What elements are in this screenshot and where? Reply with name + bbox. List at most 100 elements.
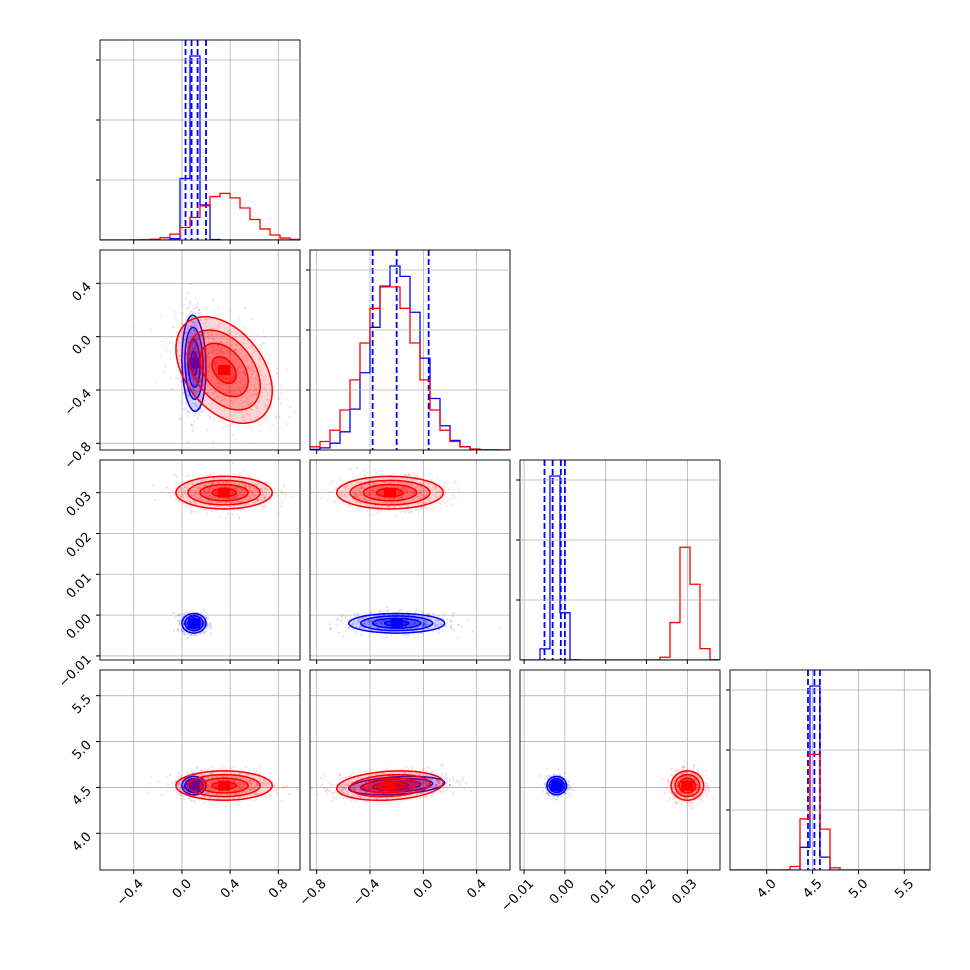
sample-point <box>360 486 363 489</box>
sample-point <box>379 487 382 490</box>
sample-point <box>381 623 384 626</box>
sample-point <box>239 493 243 496</box>
sample-point <box>346 626 349 629</box>
sample-point <box>356 505 359 509</box>
panel-1-1 <box>306 249 511 454</box>
sample-point <box>370 491 373 494</box>
sample-point <box>216 387 219 390</box>
sample-point <box>211 495 214 498</box>
sample-point <box>260 373 264 376</box>
sample-point <box>239 372 243 375</box>
sample-point <box>235 438 238 441</box>
panel-frame <box>309 249 511 451</box>
sample-point <box>241 356 244 359</box>
sample-point <box>227 380 230 383</box>
sample-point <box>407 512 410 515</box>
sample-point <box>257 415 260 418</box>
sample-point <box>205 347 208 350</box>
sample-point <box>408 473 411 477</box>
sample-point <box>220 501 223 504</box>
sample-point <box>251 490 255 493</box>
sample-point <box>405 509 409 513</box>
sample-point <box>222 427 225 430</box>
sample-point <box>387 506 391 509</box>
sample-point <box>211 337 214 340</box>
sample-point <box>205 478 208 481</box>
sample-point <box>175 462 178 465</box>
sample-point <box>182 304 185 307</box>
sample-point <box>391 497 394 501</box>
sample-point <box>245 357 248 360</box>
sample-point <box>237 348 240 351</box>
sample-point <box>357 495 360 498</box>
sample-point <box>190 508 193 512</box>
sample-point <box>427 483 431 486</box>
sample-point <box>365 491 368 494</box>
sample-point <box>426 622 429 625</box>
sample-point <box>189 301 192 304</box>
sample-point <box>197 387 200 390</box>
sample-point <box>196 355 200 358</box>
sample-point <box>257 401 261 404</box>
sample-point <box>234 496 237 499</box>
sample-point <box>199 381 202 384</box>
sample-point <box>219 382 223 386</box>
sample-point <box>402 496 405 499</box>
sample-point <box>407 633 410 636</box>
sample-point <box>263 403 266 406</box>
sample-point <box>369 492 372 495</box>
sample-point <box>420 485 423 488</box>
sample-point <box>457 636 460 640</box>
sample-point <box>164 365 167 368</box>
sample-point <box>267 361 270 364</box>
sample-point <box>248 495 251 498</box>
sample-point <box>191 378 195 381</box>
sample-point <box>230 359 233 363</box>
sample-point <box>224 377 227 380</box>
sample-point <box>181 494 184 497</box>
sample-point <box>232 481 236 484</box>
sample-point <box>197 337 201 340</box>
sample-point <box>214 362 217 366</box>
sample-point <box>215 361 219 364</box>
sample-point <box>192 388 195 391</box>
sample-point <box>246 366 250 370</box>
sample-point <box>439 622 442 625</box>
sample-point <box>206 482 210 485</box>
sample-point <box>244 503 247 506</box>
sample-point <box>406 611 409 614</box>
sample-point <box>410 619 413 623</box>
sample-point <box>405 490 409 493</box>
sample-point <box>392 497 395 500</box>
sample-point <box>447 488 450 491</box>
sample-point <box>262 330 265 333</box>
sample-point <box>207 499 210 502</box>
sample-point <box>186 507 189 510</box>
sample-point <box>250 402 253 405</box>
sample-point <box>367 492 370 495</box>
sample-point <box>194 389 197 392</box>
sample-point <box>199 486 202 489</box>
sample-point <box>197 495 200 498</box>
sample-point <box>196 339 199 343</box>
sample-point <box>400 496 403 499</box>
sample-point <box>252 393 255 396</box>
sample-point <box>384 502 387 505</box>
sample-point <box>229 344 232 347</box>
sample-point <box>330 481 333 484</box>
sample-point <box>263 496 266 499</box>
sample-point <box>168 492 171 495</box>
sample-point <box>238 500 242 503</box>
sample-point <box>411 623 414 626</box>
sample-point <box>192 320 195 323</box>
sample-point <box>240 483 243 486</box>
sample-point <box>198 349 201 352</box>
sample-point <box>241 416 244 419</box>
sample-point <box>381 622 384 625</box>
sample-point <box>185 621 188 625</box>
sample-point <box>211 487 215 490</box>
sample-point <box>186 410 189 413</box>
sample-point <box>236 366 239 369</box>
sample-point <box>163 371 166 374</box>
sample-point <box>378 501 381 505</box>
